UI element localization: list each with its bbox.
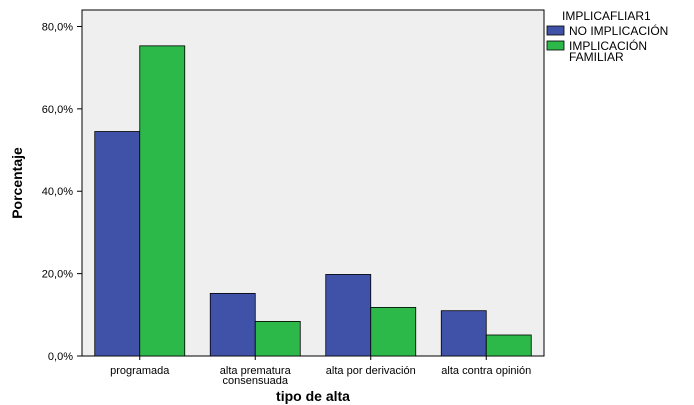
bar [254,320,301,357]
legend-label: NO IMPLICACIÓN [569,23,668,38]
bar [94,131,141,357]
legend-swatch [546,40,565,51]
x-tick-label: alta contra opinión [441,365,531,377]
x-tick-label: consensuada [223,375,289,387]
bar [370,306,417,357]
x-tick-label: alta prematura [220,365,292,377]
x-tick-label: alta por derivación [326,365,416,377]
legend-label: FAMILIAR [569,50,624,64]
bar [440,310,487,357]
x-axis-title: tipo de alta [276,388,350,404]
legend: IMPLICAFLIAR1 NO IMPLICACIÓNIMPLICACIÓNF… [546,9,668,64]
y-axis-title: Porcentaje [9,147,25,219]
bar [325,274,372,357]
y-tick-label: 20,0% [42,269,73,281]
y-tick-label: 60,0% [42,104,73,116]
y-axis: 0,0% 20,0% 40,0% 60,0% 80,0% [42,21,82,363]
legend-label: IMPLICACIÓN [569,38,647,53]
bar [485,334,532,357]
y-tick-label: 0,0% [48,351,73,363]
bar [209,292,256,357]
x-tick-label: programada [110,365,170,377]
y-tick-label: 80,0% [42,21,73,33]
y-tick-label: 40,0% [42,186,73,198]
legend-title: IMPLICAFLIAR1 [562,9,651,23]
legend-swatch [546,25,565,36]
bar [139,45,186,357]
bars [94,45,532,357]
